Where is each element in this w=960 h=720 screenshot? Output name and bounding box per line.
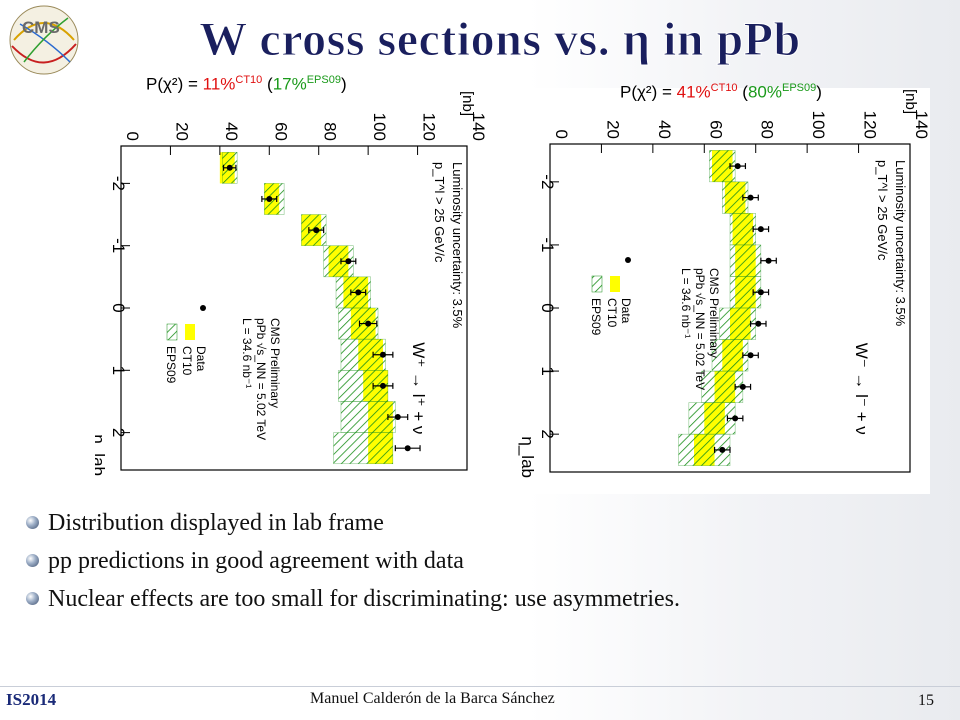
data-point (226, 164, 233, 171)
cms-logo: CMS (9, 5, 79, 75)
svg-text:CMS: CMS (22, 18, 60, 37)
right-pvalue: P(χ²) = 41%CT10 (80%EPS09) (620, 82, 822, 102)
annotation-luminosity: Luminosity uncertainty: 3.5% (893, 160, 908, 327)
data-point (719, 446, 726, 453)
legend-eps09-label: EPS09 (589, 298, 603, 336)
bullet-item: Distribution displayed in lab frame (26, 504, 926, 542)
conference-label: IS2014 (6, 690, 57, 709)
y-tick-label: 120 (861, 111, 880, 139)
y-axis-title: dσ (W⁻→l⁻ν) / dη_lab [nb] (902, 88, 919, 114)
x-tick-label: 1 (538, 366, 557, 375)
legend-ct10-label: CT10 (180, 346, 194, 376)
x-tick-label: 0 (538, 303, 557, 312)
x-tick-label: 2 (538, 429, 557, 438)
data-point (365, 320, 372, 327)
data-point (765, 257, 772, 264)
x-tick-label: 0 (109, 303, 128, 312)
y-tick-label: 140 (912, 111, 930, 139)
y-tick-label: 80 (321, 122, 340, 141)
legend-eps09-marker (166, 323, 178, 341)
eps09-band (719, 307, 756, 340)
y-tick-label: 40 (655, 120, 674, 139)
x-axis-title: η_lab (518, 436, 537, 478)
annotation-pt-cut: p_T^l > 25 GeV/c (875, 160, 890, 261)
data-point (379, 351, 386, 358)
annotation-energy: pPb √s_NN = 5.02 TeV (254, 318, 268, 440)
process-label: W⁺ → l⁺ + ν (409, 342, 428, 434)
legend-data-marker (200, 305, 206, 311)
y-tick-label: 20 (172, 122, 191, 141)
legend-data-marker (625, 257, 631, 263)
annotation-pt-cut: p_T^l > 25 GeV/c (432, 162, 447, 263)
y-tick-label: 60 (271, 122, 290, 141)
left-pvalue: P(χ²) = 11%CT10 (17%EPS09) (146, 74, 347, 94)
y-tick-label: 60 (706, 120, 725, 139)
bullet-item: pp predictions in good agreement with da… (26, 542, 926, 580)
annotation-cms-preliminary: CMS Preliminary (707, 268, 721, 358)
bullet-icon (26, 554, 39, 567)
legend-eps09-label: EPS09 (164, 346, 178, 384)
eps09-band (711, 339, 749, 372)
x-tick-label: -1 (109, 238, 128, 253)
bullet-icon (26, 592, 39, 605)
data-point (266, 195, 273, 202)
y-tick-label: 20 (603, 120, 622, 139)
data-point (404, 445, 411, 452)
data-point (313, 227, 320, 234)
eps09-band (333, 432, 394, 465)
y-tick-label: 40 (222, 122, 241, 141)
data-point (734, 163, 741, 170)
x-tick-label: 2 (109, 428, 128, 437)
y-tick-label: 100 (370, 113, 389, 141)
w-plus-chart: 0 20 40 60 80 100 120 140 -2 -1 0 1 2 dσ (W⁺→l⁺ν) / d… (95, 90, 487, 476)
eps09-band (729, 244, 762, 277)
data-point (732, 415, 739, 422)
x-tick-label: -1 (538, 237, 557, 252)
data-point (757, 289, 764, 296)
author-label: Manuel Calderón de la Barca Sánchez (310, 690, 555, 707)
x-tick-label: -2 (538, 174, 557, 189)
eps09-band (340, 401, 396, 433)
legend-ct10-marker (610, 276, 620, 292)
y-tick-label: 0 (123, 132, 142, 141)
bullet-list: Distribution displayed in lab frame pp p… (26, 504, 926, 618)
w-minus-chart: 0 20 40 60 80 100 120 140 -2 -1 0 1 2 dσ (W⁻→l⁻ν) / d… (518, 88, 930, 478)
data-point (394, 414, 401, 421)
annotation-luminosity: Luminosity uncertainty: 3.5% (450, 162, 465, 329)
data-point (345, 258, 352, 265)
plot-frame (120, 145, 468, 471)
y-tick-label: 120 (420, 113, 439, 141)
legend-data-label: Data (619, 298, 633, 324)
process-label: W⁻ → l⁻ + ν (852, 343, 871, 435)
legend-eps09-marker (591, 275, 603, 293)
x-tick-label: -2 (109, 176, 128, 191)
data-point (757, 226, 764, 233)
y-tick-label: 0 (552, 130, 571, 139)
annotation-luminosity-value: L = 34.6 nb⁻¹ (240, 318, 254, 388)
data-point (355, 289, 362, 296)
x-axis-title: η_lab (95, 434, 108, 476)
y-tick-label: 80 (758, 120, 777, 139)
eps09-band (729, 213, 756, 246)
footer-divider (0, 686, 960, 687)
data-point (379, 382, 386, 389)
data-point (739, 383, 746, 390)
bullet-icon (26, 516, 39, 529)
legend-data-label: Data (194, 346, 208, 372)
y-axis-title: dσ (W⁺→l⁺ν) / dη_lab [nb] (459, 90, 476, 116)
x-tick-label: 1 (109, 366, 128, 375)
legend-ct10-marker (185, 324, 195, 340)
data-point (755, 320, 762, 327)
y-tick-label: 100 (809, 111, 828, 139)
y-tick-label: 140 (469, 113, 487, 141)
legend-ct10-label: CT10 (605, 298, 619, 328)
data-point (747, 352, 754, 359)
data-point (747, 194, 754, 201)
annotation-energy: pPb √s_NN = 5.02 TeV (693, 268, 707, 390)
bullet-item: Nuclear effects are too small for discri… (26, 580, 926, 618)
slide-title: W cross sections vs. η in pPb (199, 13, 801, 67)
page-number: 15 (918, 692, 934, 709)
annotation-luminosity-value: L = 34.6 nb⁻¹ (679, 268, 693, 338)
annotation-cms-preliminary: CMS Preliminary (268, 318, 282, 408)
